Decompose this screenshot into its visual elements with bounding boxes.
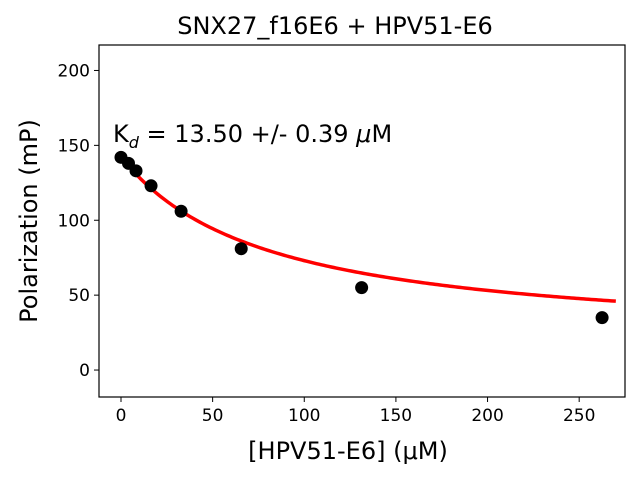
x-axis-label: [HPV51-E6] (μM) bbox=[248, 437, 448, 465]
kd-subscript: d bbox=[129, 133, 140, 152]
data-point bbox=[129, 164, 143, 178]
y-tick-label: 50 bbox=[68, 286, 90, 306]
y-tick-label: 0 bbox=[79, 361, 90, 381]
data-point bbox=[174, 204, 188, 218]
y-axis-ticks: 0 50 100 150 200 bbox=[58, 61, 99, 381]
data-point bbox=[355, 281, 369, 295]
x-tick-label: 0 bbox=[116, 406, 127, 426]
data-point bbox=[595, 311, 609, 325]
chart-title: SNX27_f16E6 + HPV51-E6 bbox=[177, 12, 493, 40]
y-tick-label: 150 bbox=[58, 136, 90, 156]
data-points bbox=[114, 150, 609, 325]
plot-frame bbox=[98, 44, 626, 398]
x-tick-label: 250 bbox=[563, 406, 595, 426]
x-tick-label: 150 bbox=[380, 406, 412, 426]
data-point bbox=[144, 179, 158, 193]
kd-unit: M bbox=[371, 120, 392, 148]
y-tick-label: 100 bbox=[58, 211, 90, 231]
y-axis-label: Polarization (mP) bbox=[15, 119, 43, 323]
kd-annotation: Kd = 13.50 +/- 0.39 μM bbox=[113, 120, 392, 152]
kd-symbol: K bbox=[113, 120, 130, 148]
data-point bbox=[234, 242, 248, 256]
kd-value: = 13.50 +/- 0.39 bbox=[139, 120, 356, 148]
y-tick-label: 200 bbox=[58, 61, 90, 81]
fit-curve bbox=[119, 155, 616, 303]
x-tick-label: 100 bbox=[288, 406, 320, 426]
x-tick-label: 50 bbox=[202, 406, 224, 426]
kd-unit-prefix: μ bbox=[355, 120, 371, 148]
x-axis-ticks: 0 50 100 150 200 250 bbox=[116, 397, 595, 426]
x-tick-label: 200 bbox=[471, 406, 503, 426]
